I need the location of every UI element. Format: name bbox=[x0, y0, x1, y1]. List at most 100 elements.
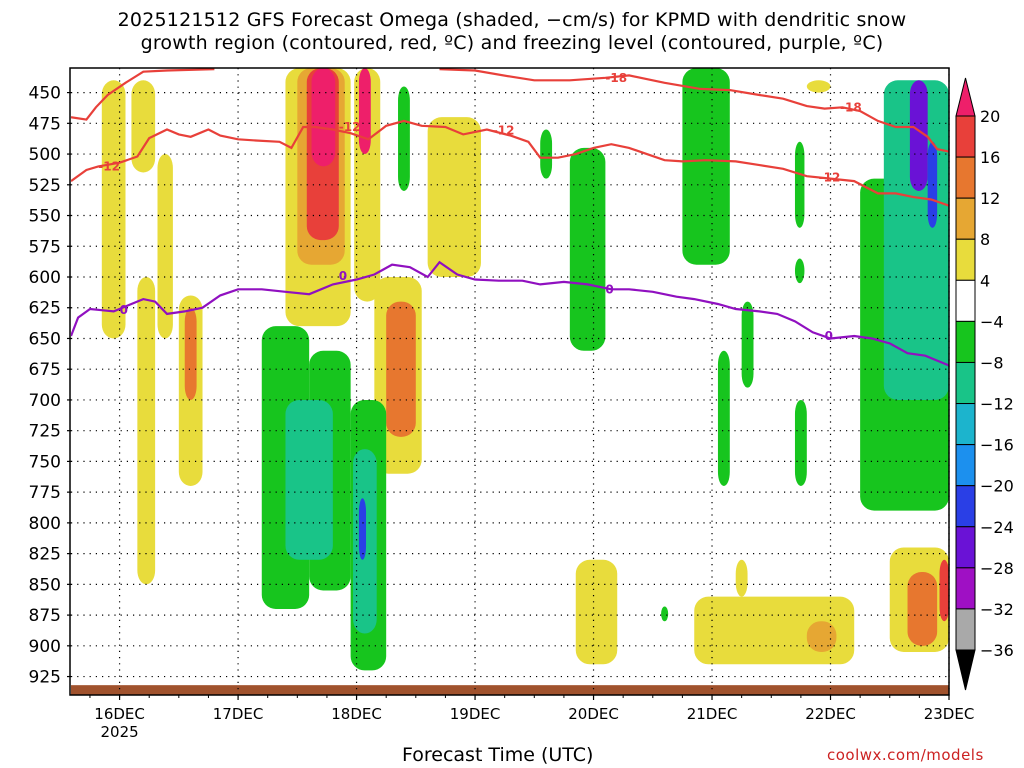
y-tick-label-11: 725 bbox=[29, 422, 61, 442]
omega-region-16 bbox=[575, 559, 618, 665]
red-contour-2 bbox=[71, 119, 949, 207]
contour-label-6: 0 bbox=[120, 303, 128, 317]
grid-lines bbox=[71, 68, 950, 695]
x-axis-label: Forecast Time (UTC) bbox=[402, 744, 594, 766]
x-tick-label-3: 19DEC bbox=[450, 705, 501, 723]
chart-title-line1: 2025121512 GFS Forecast Omega (shaded, −… bbox=[117, 9, 907, 31]
omega-region-41 bbox=[909, 80, 928, 191]
colorbar-label-9: −20 bbox=[980, 477, 1014, 496]
y-tick-label-5: 575 bbox=[29, 237, 61, 257]
omega-region-15 bbox=[427, 117, 481, 277]
y-tick-label-2: 500 bbox=[29, 145, 61, 165]
x-tick-label-2: 18DEC bbox=[331, 705, 382, 723]
colorbar-swatch-1 bbox=[955, 156, 976, 199]
y-tick-label-14: 800 bbox=[29, 514, 61, 534]
omega-region-22 bbox=[907, 572, 938, 646]
omega-region-31 bbox=[569, 147, 606, 351]
colorbar-label-8: −16 bbox=[980, 436, 1014, 455]
y-tick-label-0: 450 bbox=[29, 84, 61, 104]
colorbar-swatch-4 bbox=[955, 279, 976, 322]
contour-lines bbox=[71, 68, 949, 367]
colorbar-label-7: −12 bbox=[980, 395, 1014, 414]
omega-region-20 bbox=[806, 80, 831, 93]
omega-region-5 bbox=[184, 307, 197, 400]
x-tick-label-7: 23DEC bbox=[924, 705, 975, 723]
colorbar-swatch-9 bbox=[955, 485, 976, 528]
x-tick-label-4: 20DEC bbox=[568, 705, 619, 723]
colorbar-label-13: −36 bbox=[980, 641, 1014, 660]
colorbar-label-12: −32 bbox=[980, 600, 1014, 619]
omega-region-29 bbox=[358, 498, 367, 560]
omega-region-10 bbox=[311, 68, 336, 167]
contour-label-5: -18 bbox=[840, 100, 862, 114]
omega-shading bbox=[71, 68, 949, 695]
colorbar-swatch-0 bbox=[955, 115, 976, 158]
y-tick-label-7: 625 bbox=[29, 299, 61, 319]
red-contour-0 bbox=[71, 68, 215, 121]
colorbar-top-arrow bbox=[955, 77, 976, 117]
contour-label-3: -12 bbox=[819, 170, 841, 184]
red-contour-1 bbox=[439, 68, 949, 153]
colorbar-swatch-6 bbox=[955, 361, 976, 405]
colorbar-swatch-8 bbox=[955, 444, 976, 487]
contour-label-9: 0 bbox=[825, 329, 833, 343]
contour-label-4: -18 bbox=[605, 71, 627, 85]
omega-region-14 bbox=[386, 301, 416, 437]
colorbar-swatch-3 bbox=[955, 238, 976, 281]
omega-region-34 bbox=[741, 301, 754, 388]
contour-label-1: -12 bbox=[339, 120, 361, 134]
colorbar-bottom-arrow bbox=[955, 649, 976, 691]
colorbar-label-0: 20 bbox=[980, 107, 1000, 126]
colorbar-swatch-7 bbox=[955, 403, 976, 446]
y-tick-label-13: 775 bbox=[29, 483, 61, 503]
omega-region-35 bbox=[717, 350, 730, 486]
purple-contour-0 bbox=[71, 260, 949, 367]
omega-region-37 bbox=[794, 258, 805, 284]
y-tick-label-18: 900 bbox=[29, 637, 61, 657]
colorbar-swatch-5 bbox=[955, 320, 976, 363]
omega-region-32 bbox=[540, 129, 553, 179]
chart-title-line2: growth region (contoured, red, ºC) and f… bbox=[140, 32, 884, 54]
y-tick-label-9: 675 bbox=[29, 360, 61, 380]
y-tick-label-8: 650 bbox=[29, 329, 61, 349]
omega-region-33 bbox=[682, 68, 730, 265]
contour-label-0: -12 bbox=[98, 159, 120, 173]
colorbar-label-1: 16 bbox=[980, 148, 1000, 167]
colorbar-label-5: −4 bbox=[980, 312, 1004, 331]
credit-text: coolwx.com/models bbox=[827, 746, 984, 764]
x-tick-label-6: 22DEC bbox=[805, 705, 856, 723]
colorbar-label-11: −28 bbox=[980, 559, 1014, 578]
colorbar-label-2: 12 bbox=[980, 189, 1000, 208]
colorbar-label-10: −24 bbox=[980, 518, 1014, 537]
y-tick-label-6: 600 bbox=[29, 268, 61, 288]
axes: 450 475 500 525 550 575 600 625 650 675 700 725 750 7… bbox=[29, 84, 975, 741]
x-tick-label-0: 16DEC bbox=[94, 705, 145, 723]
colorbar-swatch-11 bbox=[955, 567, 976, 610]
omega-region-43 bbox=[661, 606, 669, 622]
x-year-label: 2025 bbox=[100, 723, 138, 741]
colorbar-swatch-12 bbox=[955, 608, 976, 651]
y-tick-label-19: 925 bbox=[29, 668, 61, 688]
omega-region-0 bbox=[101, 80, 126, 339]
x-tick-label-5: 21DEC bbox=[687, 705, 738, 723]
omega-region-18 bbox=[806, 621, 837, 652]
y-tick-label-15: 825 bbox=[29, 545, 61, 565]
y-tick-label-4: 550 bbox=[29, 207, 61, 227]
colorbar: 20 16 12 8 4 −4 −8 −12 −16 −20 −24 −28 −32 −36 bbox=[955, 77, 1014, 691]
plot-frame bbox=[69, 67, 950, 696]
y-tick-label-3: 525 bbox=[29, 176, 61, 196]
omega-region-23 bbox=[939, 559, 949, 622]
colorbar-label-3: 8 bbox=[980, 230, 990, 249]
omega-region-1 bbox=[131, 80, 156, 173]
colorbar-swatch-2 bbox=[955, 197, 976, 240]
colorbar-label-4: 4 bbox=[980, 271, 990, 290]
colorbar-label-6: −8 bbox=[980, 353, 1004, 372]
omega-region-30 bbox=[398, 86, 410, 191]
omega-region-38 bbox=[794, 399, 807, 486]
omega-region-19 bbox=[735, 559, 748, 597]
y-tick-label-17: 875 bbox=[29, 606, 61, 626]
contour-label-7: 0 bbox=[339, 269, 347, 283]
omega-region-12 bbox=[358, 68, 371, 155]
y-tick-label-10: 700 bbox=[29, 391, 61, 411]
